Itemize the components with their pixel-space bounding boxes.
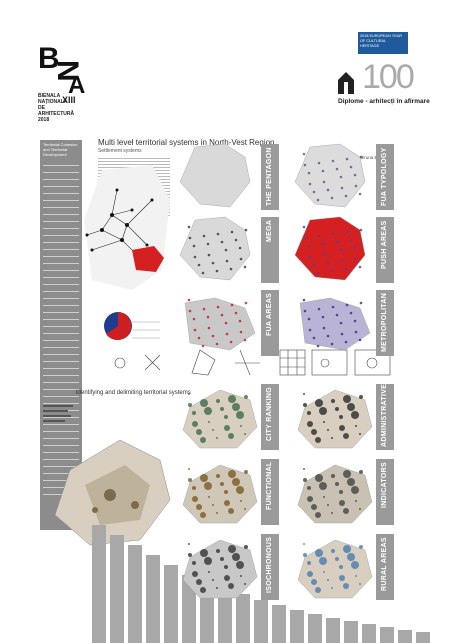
panel-map [299, 297, 371, 351]
panel-map [179, 143, 251, 208]
panel-label: ADMINISTRATIVE STATUS [376, 384, 402, 450]
centenary: 100 [362, 58, 415, 96]
panel-label: METROPOLITAN AREAS [376, 290, 402, 356]
pencil-icon [338, 72, 354, 94]
map-panel: PUSH AREAS [290, 215, 402, 285]
panel-map [297, 389, 373, 449]
panel-label: MEGA TYPOLOGY [261, 217, 287, 283]
panel-label: INDICATORS [376, 459, 394, 525]
logo-a: A [68, 72, 85, 99]
poster-title: Multi level territorial systems in North… [98, 138, 275, 147]
panel-map [297, 539, 373, 599]
panel-label: ISOCHRONOUS [261, 534, 279, 600]
schema-icons [114, 349, 391, 376]
map-panel: FUA TYPOLOGY [290, 142, 402, 212]
map-panel: MEGA TYPOLOGY [175, 215, 287, 285]
panel-map [297, 464, 373, 524]
map-panel: FUA AREAS [175, 288, 287, 358]
panel-label: FUA TYPOLOGY [376, 144, 394, 210]
author: arh.stud Miruna Blejan [342, 155, 388, 160]
panel-label: FUNCTIONAL AFFINITY [261, 459, 287, 525]
map-panel: RURAL AREAS [290, 532, 402, 602]
panel-label: THE PENTAGON [261, 144, 279, 210]
map-panel: FUNCTIONAL AFFINITY [175, 457, 287, 527]
network-map [84, 165, 170, 290]
heritage-badge: 2018 EUROPEAN YEAR OF CULTURAL HERITAGE [358, 32, 408, 54]
panel-label: PUSH AREAS [376, 217, 394, 283]
panel-map [182, 389, 258, 449]
bottom-bars [92, 525, 430, 643]
map-panel: ISOCHRONOUS [175, 532, 287, 602]
panel-map [179, 216, 251, 281]
panel-map [182, 539, 258, 599]
sidebar: Territorial Cohesion and Territorial Dev… [40, 140, 82, 530]
map-panel: CITY RANKING [175, 382, 287, 452]
edition: XIII [62, 95, 76, 105]
map-panel: ADMINISTRATIVE STATUS [290, 382, 402, 452]
map-panel: METROPOLITAN AREAS [290, 288, 402, 358]
panel-map [294, 143, 366, 208]
region-map [43, 405, 171, 546]
logo-n: N [51, 60, 84, 82]
poster-subtitle: Settlement systems [98, 148, 142, 154]
section-title: Identifying and delimiting territorial s… [76, 390, 191, 396]
sidebar-title: Territorial Cohesion and Territorial Dev… [43, 142, 78, 157]
panel-map [184, 297, 256, 351]
panel-map [294, 216, 366, 281]
biennale-name: BIENALA NAȚIONALĂ DE ARHITECTURĂ 2018 [38, 93, 75, 123]
map-panel: THE PENTAGON [175, 142, 287, 212]
panel-label: CITY RANKING [261, 384, 279, 450]
logo: B N A [38, 42, 85, 99]
pie-diagram [104, 312, 160, 340]
panel-label: FUA AREAS [261, 290, 279, 356]
logo-b: B [38, 42, 60, 75]
section-name: Diplome - arhitecți în afirmare [338, 98, 430, 105]
panel-label: RURAL AREAS [376, 534, 394, 600]
panel-map [182, 464, 258, 524]
map-panel: INDICATORS [290, 457, 402, 527]
